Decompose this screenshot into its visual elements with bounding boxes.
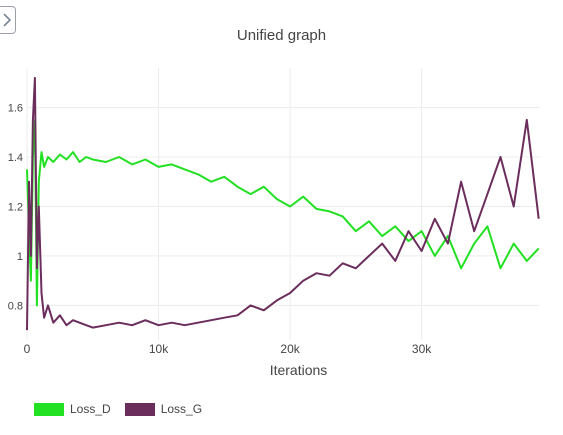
expand-toggle-button[interactable] xyxy=(0,6,16,34)
legend-swatch-loss-d xyxy=(34,402,64,416)
y-tick-label: 1 xyxy=(17,251,23,263)
y-tick-label: 1.6 xyxy=(8,103,23,115)
x-tick-label: 10k xyxy=(149,342,169,356)
x-axis-label: Iterations xyxy=(270,362,328,378)
x-tick-label: 0 xyxy=(24,342,31,356)
x-tick-label: 30k xyxy=(412,342,432,356)
y-tick-label: 0.8 xyxy=(8,300,23,312)
chart-title: Unified graph xyxy=(236,27,327,44)
legend-item-loss-d[interactable]: Loss_D xyxy=(34,402,111,416)
series-line-loss-g xyxy=(26,76,540,331)
chevron-right-icon xyxy=(3,13,12,27)
legend-swatch-loss-g xyxy=(124,402,155,416)
legend-item-loss-g[interactable]: Loss_G xyxy=(124,402,203,416)
legend-label-loss-d: Loss_D xyxy=(70,402,111,416)
legend-label-loss-g: Loss_G xyxy=(160,402,203,416)
series-line-loss-d xyxy=(26,118,540,307)
y-tick-label: 1.2 xyxy=(8,201,23,213)
y-tick-label: 1.4 xyxy=(8,152,23,164)
x-tick-label: 20k xyxy=(280,342,300,356)
legend: Loss_D Loss_G xyxy=(34,402,216,416)
